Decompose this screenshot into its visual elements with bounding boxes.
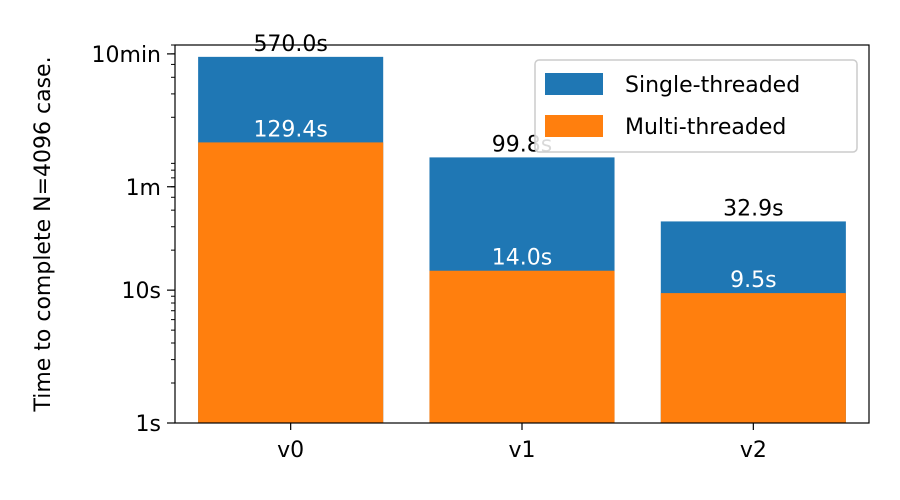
- legend-label-multi-threaded: Multi-threaded: [625, 115, 786, 140]
- x-axis: v0 v1 v2: [277, 423, 767, 463]
- legend-swatch-multi-threaded: [545, 115, 603, 137]
- plot-frame: [174, 44, 870, 424]
- y-tick-label-1s: 1s: [136, 412, 161, 437]
- y-tick-label-10min: 10min: [92, 43, 161, 68]
- x-tick-label-v1: v1: [508, 438, 535, 463]
- y-axis-label: Time to complete N=4096 case.: [31, 56, 56, 412]
- legend: Single-threaded Multi-threaded: [534, 59, 858, 153]
- x-tick-label-v0: v0: [277, 438, 304, 463]
- legend-label-single-threaded: Single-threaded: [625, 73, 800, 98]
- bar-label-multi-threaded-v1: 14.0s: [492, 246, 552, 271]
- y-tick-label-1m: 1m: [126, 176, 161, 201]
- legend-frame: [534, 59, 858, 153]
- bar-multi-threaded-v1: [429, 270, 615, 423]
- bar-label-single-threaded-v2: 32.9s: [723, 196, 783, 221]
- y-axis: 1s 10s 1m 10min: [92, 43, 175, 437]
- bar-multi-threaded-v0: [198, 142, 384, 423]
- legend-swatch-single-threaded: [545, 73, 603, 95]
- bar-label-multi-threaded-v2: 9.5s: [730, 268, 776, 293]
- y-tick-label-10s: 10s: [122, 279, 161, 304]
- bar-label-multi-threaded-v0: 129.4s: [253, 117, 327, 142]
- bar-multi-threaded-v2: [660, 293, 846, 423]
- bar-label-single-threaded-v0: 570.0s: [253, 32, 327, 57]
- x-tick-label-v2: v2: [740, 438, 767, 463]
- bars-group: [198, 56, 846, 424]
